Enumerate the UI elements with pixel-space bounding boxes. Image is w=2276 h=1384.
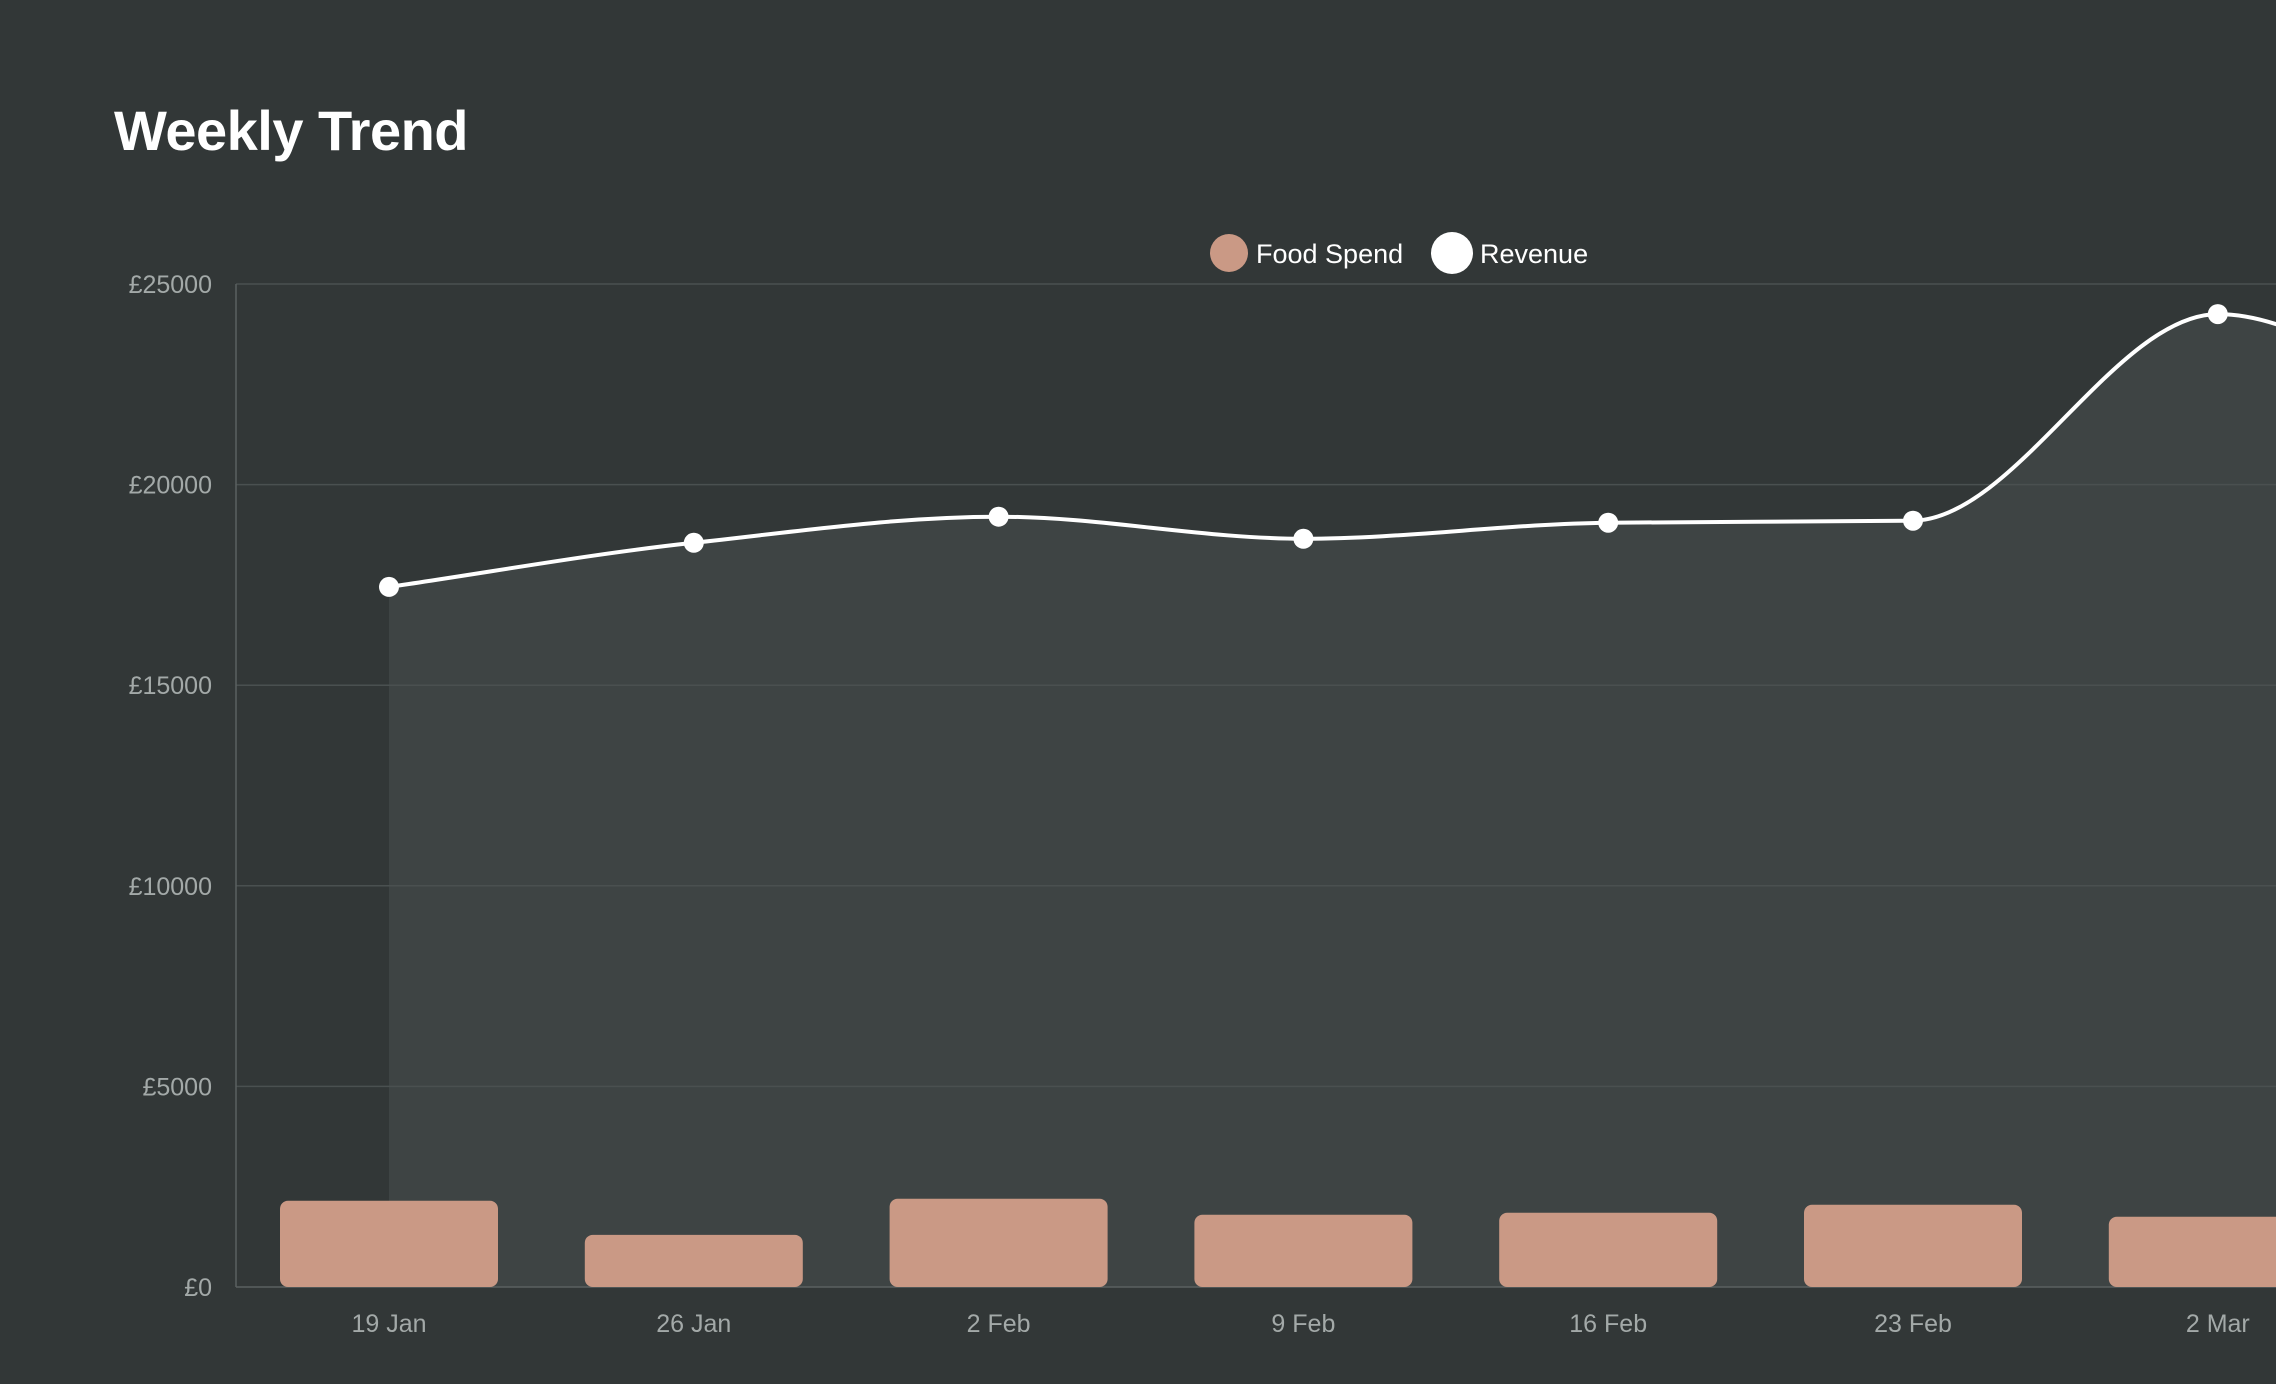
revenue-point: [1903, 510, 1923, 531]
legend-item-food-spend: Food Spend: [1210, 234, 1403, 272]
y-tick-label: £5000: [142, 1073, 212, 1101]
x-tick-label: 23 Feb: [1874, 1310, 1952, 1338]
food-spend-series: [280, 1198, 2276, 1287]
food-spend-bar: [1804, 1204, 2022, 1287]
plot-area: [389, 314, 2276, 1287]
y-tick-label: £10000: [129, 873, 212, 901]
revenue-point: [1293, 528, 1314, 549]
food-spend-bar: [584, 1234, 803, 1287]
revenue-point: [988, 506, 1009, 527]
x-tick-label: 16 Feb: [1569, 1310, 1647, 1338]
revenue-point: [379, 576, 399, 597]
revenue-point: [2207, 304, 2228, 325]
legend-label-food-spend: Food Spend: [1256, 239, 1403, 269]
food-spend-bar: [280, 1200, 498, 1287]
x-tick-label: 2 Mar: [2186, 1310, 2250, 1338]
food-spend-bar: [1499, 1212, 1718, 1287]
revenue-line: [387, 312, 2276, 589]
y-tick-label: £0: [184, 1274, 212, 1302]
revenue-area-fill: [389, 314, 2276, 1287]
x-tick-label: 19 Jan: [351, 1310, 426, 1338]
legend-label-revenue: Revenue: [1480, 239, 1588, 269]
legend: Food Spend Revenue: [1210, 232, 1588, 274]
y-tick-label: £20000: [129, 472, 212, 500]
y-tick-label: £25000: [129, 271, 212, 299]
legend-swatch-food-spend: [1210, 234, 1248, 272]
food-spend-bar: [2108, 1216, 2276, 1287]
revenue-point: [683, 532, 704, 553]
food-spend-bar: [1194, 1214, 1413, 1287]
chart-title: Weekly Trend: [114, 99, 469, 162]
revenue-point: [1598, 512, 1619, 533]
legend-item-revenue: Revenue: [1431, 232, 1588, 274]
legend-swatch-revenue: [1431, 232, 1473, 274]
y-tick-label: £15000: [129, 672, 212, 700]
x-tick-label: 2 Feb: [967, 1310, 1031, 1338]
food-spend-bar: [889, 1198, 1108, 1287]
x-tick-label: 9 Feb: [1271, 1310, 1335, 1338]
x-tick-label: 26 Jan: [656, 1310, 731, 1338]
